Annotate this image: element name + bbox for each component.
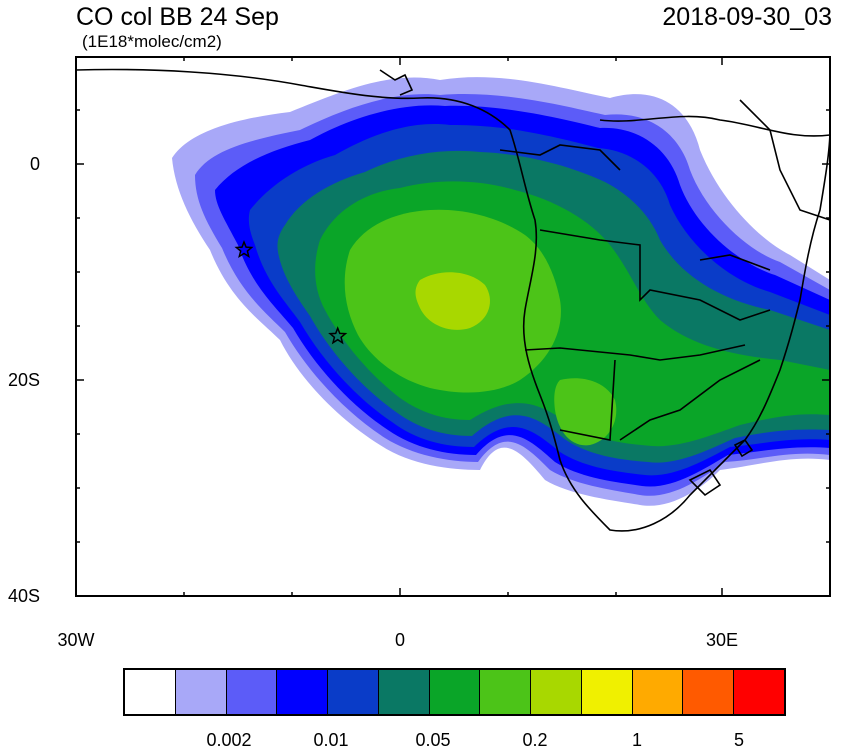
colorbar-cell	[531, 670, 582, 714]
lat-label-40s: 40S	[7, 586, 40, 606]
timestamp-label: 2018-09-30_03	[662, 3, 832, 31]
colorbar-cell	[328, 670, 379, 714]
lon-label-0: 0	[394, 630, 405, 650]
contour-level-8	[415, 272, 490, 330]
colorbar-cell	[734, 670, 784, 714]
colorbar-label: 0.002	[206, 730, 252, 750]
colorbar-cell	[683, 670, 735, 714]
lon-label-30w: 30W	[57, 630, 95, 650]
axis-ticks	[76, 57, 830, 596]
colorbar-label: 0.05	[415, 730, 451, 750]
lat-label-20s: 20S	[7, 370, 40, 390]
colorbar-label: 0.01	[313, 730, 349, 750]
colorbar-cell	[378, 670, 430, 714]
colorbar-cell	[581, 670, 633, 714]
colorbar	[123, 668, 786, 716]
map-title: CO col BB 24 Sep	[76, 3, 279, 31]
colorbar-cell	[125, 670, 176, 714]
colorbar-cell	[277, 670, 329, 714]
units-label: (1E18*molec/cm2)	[82, 32, 222, 51]
colorbar-label: 1	[631, 730, 642, 750]
colorbar-cell	[175, 670, 227, 714]
star-marker	[328, 326, 348, 345]
colorbar-label: 0.2	[522, 730, 548, 750]
contour-level-7b	[554, 378, 617, 446]
co-column-field	[172, 77, 830, 506]
lat-label-0: 0	[29, 154, 40, 174]
star-marker	[234, 239, 254, 259]
colorbar-cell	[480, 670, 532, 714]
coastlines	[76, 68, 830, 532]
colorbar-label: 5	[733, 730, 744, 750]
colorbar-cell	[226, 670, 278, 714]
colorbar-cell	[429, 670, 481, 714]
site-markers	[234, 239, 348, 345]
lon-label-30e: 30E	[705, 630, 739, 650]
colorbar-cell	[632, 670, 684, 714]
